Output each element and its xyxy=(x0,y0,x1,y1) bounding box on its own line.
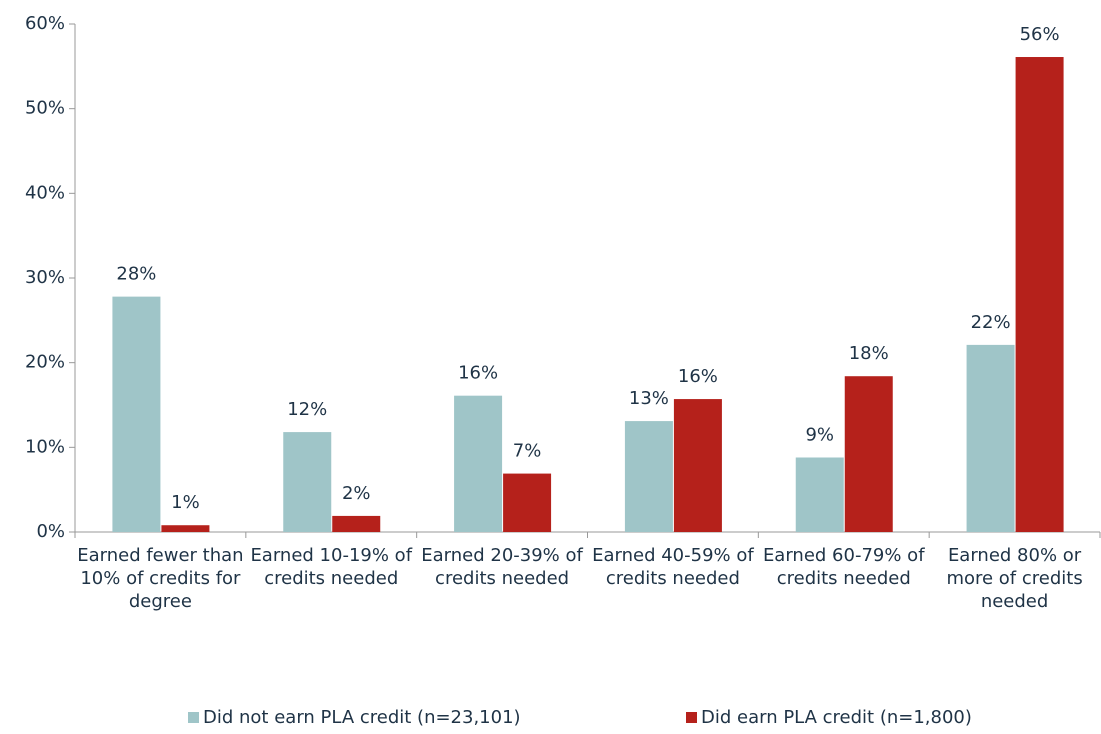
value-label: 9% xyxy=(805,424,834,445)
value-label: 1% xyxy=(171,492,200,513)
bar xyxy=(112,296,161,532)
bar xyxy=(795,457,844,532)
value-label: 56% xyxy=(1020,24,1060,45)
y-tick-label: 60% xyxy=(25,13,65,34)
x-tick-label: Earned 80% or more of credits needed xyxy=(946,545,1083,612)
bar xyxy=(1015,57,1064,533)
value-label: 12% xyxy=(287,399,327,420)
value-label: 7% xyxy=(513,441,542,462)
legend-label: Did earn PLA credit (n=1,800) xyxy=(701,707,972,728)
x-tick-label: Earned 20-39% of credits needed xyxy=(421,545,583,589)
y-tick-label: 10% xyxy=(25,436,65,457)
value-label: 2% xyxy=(342,483,371,504)
x-tick-label: Earned 10-19% of credits needed xyxy=(250,545,413,589)
bar xyxy=(624,421,673,532)
y-tick-label: 20% xyxy=(25,352,65,373)
x-tick-label: Earned 60-79% of credits needed xyxy=(762,545,925,589)
y-tick-label: 0% xyxy=(36,521,65,542)
bar xyxy=(673,399,722,532)
bar xyxy=(503,473,552,532)
legend-swatch xyxy=(686,712,697,723)
value-label: 18% xyxy=(849,343,889,364)
y-tick-label: 30% xyxy=(25,267,65,288)
value-label: 22% xyxy=(971,312,1011,333)
bar xyxy=(332,515,381,532)
legend-entry: Did earn PLA credit (n=1,800) xyxy=(686,707,972,728)
bar xyxy=(161,525,210,532)
y-tick-label: 50% xyxy=(25,98,65,119)
value-label: 16% xyxy=(458,363,498,384)
legend-swatch xyxy=(188,712,199,723)
value-label: 28% xyxy=(116,264,156,285)
legend-entry: Did not earn PLA credit (n=23,101) xyxy=(188,707,521,728)
x-tick-label: Earned 40-59% of credits needed xyxy=(592,545,754,589)
value-label: 16% xyxy=(678,366,718,387)
bar xyxy=(454,395,503,532)
y-tick-label: 40% xyxy=(25,182,65,203)
value-label: 13% xyxy=(629,388,669,409)
x-tick-label: Earned fewer than 10% of credits for deg… xyxy=(77,545,244,612)
bar xyxy=(283,432,332,532)
legend-label: Did not earn PLA credit (n=23,101) xyxy=(203,707,521,728)
bar xyxy=(844,376,893,532)
bar xyxy=(966,344,1015,532)
